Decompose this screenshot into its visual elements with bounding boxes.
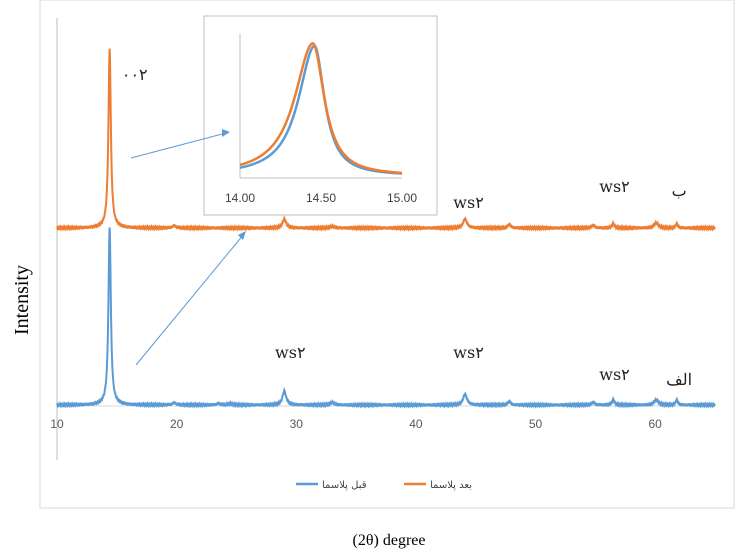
legend: قبل پلاسما بعد پلاسما (296, 480, 472, 491)
inset-x-tick-label: 15.00 (387, 191, 417, 205)
arrow-to-inset-lower (135, 233, 245, 366)
x-tick-label: 40 (409, 417, 423, 431)
peak-annotation: ws۲ (599, 177, 630, 196)
legend-label-before-plasma: قبل پلاسما (322, 480, 367, 491)
peak-annotation: ws۲ (453, 193, 484, 212)
arrow-to-inset-upper (130, 132, 227, 159)
peak-annotation: ws۲ (599, 365, 630, 384)
x-axis-title: (2θ) degree (353, 532, 426, 549)
peak-annotation: ۰۰۲ (122, 65, 148, 84)
peak-annotation: ب (672, 181, 687, 200)
series-line-before-plasma (56, 227, 716, 409)
arrowhead-lower (238, 231, 246, 240)
inset-line-after-plasma (239, 42, 403, 175)
legend-label-after-plasma: بعد پلاسما (430, 480, 472, 491)
y-axis-title: Intensity (11, 265, 33, 335)
series-line-after-plasma (56, 48, 716, 232)
x-tick-label: 50 (529, 417, 543, 431)
x-tick-label: 20 (170, 417, 184, 431)
inset-x-tick-label: 14.00 (225, 191, 255, 205)
x-tick-label: 10 (50, 417, 64, 431)
peak-annotations: ۰۰۲ ws۲ ws۲ ب ws۲ ws۲ ws۲ الف (122, 65, 692, 389)
x-tick-label: 30 (290, 417, 304, 431)
x-tick-label: 60 (649, 417, 663, 431)
inset-frame (203, 15, 438, 216)
inset-x-tick-labels: 14.00 14.50 15.00 (225, 191, 417, 205)
arrowhead-upper (222, 129, 230, 137)
inset-zoom-plot: 14.00 14.50 15.00 (203, 15, 438, 216)
peak-annotation: الف (666, 370, 692, 389)
peak-annotation: ws۲ (275, 343, 306, 362)
x-tick-labels: 10 20 30 40 50 60 (50, 417, 662, 431)
peak-annotation: ws۲ (453, 343, 484, 362)
inset-x-tick-label: 14.50 (306, 191, 336, 205)
